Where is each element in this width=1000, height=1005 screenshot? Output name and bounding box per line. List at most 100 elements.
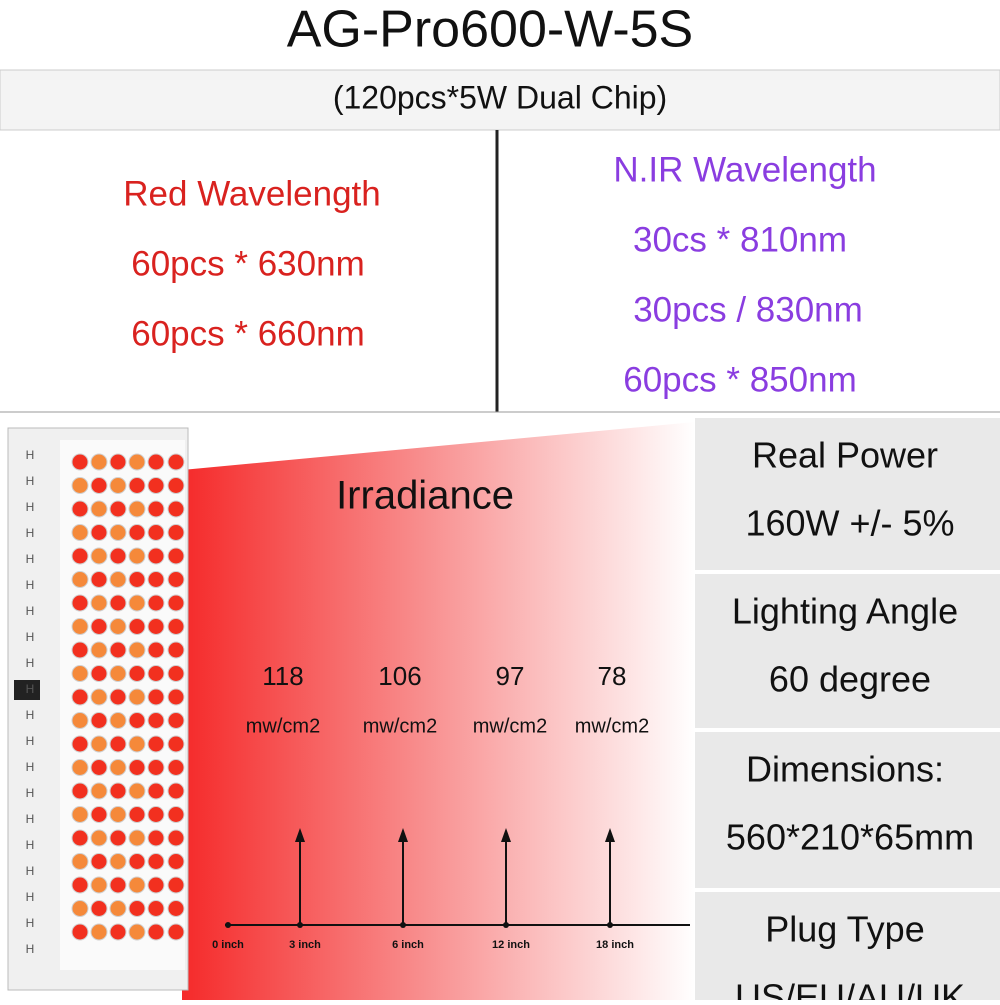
led xyxy=(128,594,146,612)
led xyxy=(90,712,108,729)
led xyxy=(147,571,165,588)
vent: H xyxy=(26,526,35,540)
led xyxy=(128,688,146,706)
led xyxy=(109,876,127,894)
spec-value: 60 degree xyxy=(769,659,931,700)
led xyxy=(167,712,185,729)
led xyxy=(90,477,108,494)
led xyxy=(71,665,89,682)
distance-label: 12 inch xyxy=(492,939,530,951)
led xyxy=(147,594,165,612)
led xyxy=(147,923,165,941)
led xyxy=(167,477,185,494)
led xyxy=(147,688,165,706)
led xyxy=(90,782,108,800)
spec-label: Real Power xyxy=(752,435,938,476)
led xyxy=(167,782,185,800)
reading-value: 106 xyxy=(378,661,421,691)
led xyxy=(71,712,89,729)
distance-label: 6 inch xyxy=(392,939,424,951)
reading-value: 78 xyxy=(598,661,627,691)
led xyxy=(71,876,89,894)
led xyxy=(109,453,127,471)
led xyxy=(128,900,146,917)
spec-label: Lighting Angle xyxy=(732,591,958,632)
led xyxy=(90,524,108,541)
led xyxy=(128,782,146,800)
subtitle: (120pcs*5W Dual Chip) xyxy=(333,79,667,115)
led xyxy=(128,923,146,941)
led xyxy=(147,829,165,847)
led xyxy=(128,665,146,682)
spec-label: Plug Type xyxy=(765,909,924,950)
led xyxy=(71,453,89,471)
led xyxy=(90,500,108,518)
vent: H xyxy=(26,708,35,722)
display xyxy=(14,680,40,700)
led xyxy=(147,641,165,659)
led xyxy=(128,853,146,870)
led xyxy=(71,735,89,753)
vent: H xyxy=(26,916,35,930)
led xyxy=(109,500,127,518)
led xyxy=(167,641,185,659)
led xyxy=(71,547,89,565)
light-beam xyxy=(182,422,695,1000)
led xyxy=(109,547,127,565)
reading-unit: mw/cm2 xyxy=(575,715,649,737)
led xyxy=(167,618,185,635)
red-line: 60pcs * 630nm xyxy=(131,244,364,283)
led xyxy=(167,900,185,917)
led xyxy=(109,900,127,917)
led xyxy=(109,782,127,800)
led xyxy=(167,829,185,847)
reading-unit: mw/cm2 xyxy=(246,715,320,737)
led xyxy=(167,876,185,894)
led xyxy=(71,618,89,635)
vent: H xyxy=(26,604,35,618)
led xyxy=(147,547,165,565)
arrow-head xyxy=(398,828,408,842)
vent: H xyxy=(26,552,35,566)
nir-line: 30cs * 810nm xyxy=(633,220,847,259)
led xyxy=(128,547,146,565)
led xyxy=(90,688,108,706)
led xyxy=(128,500,146,518)
led xyxy=(109,853,127,870)
spec-value: 560*210*65mm xyxy=(726,817,974,858)
vent: H xyxy=(26,786,35,800)
led xyxy=(90,547,108,565)
vent: H xyxy=(26,838,35,852)
subtitle-band xyxy=(0,69,1000,131)
led xyxy=(147,453,165,471)
tick-dot xyxy=(503,922,509,928)
led xyxy=(109,618,127,635)
vent: H xyxy=(26,630,35,644)
led xyxy=(71,571,89,588)
led xyxy=(167,524,185,541)
led xyxy=(71,594,89,612)
led xyxy=(128,806,146,823)
led xyxy=(147,853,165,870)
led xyxy=(128,453,146,471)
vent: H xyxy=(26,474,35,488)
led xyxy=(167,806,185,823)
led xyxy=(167,923,185,941)
led xyxy=(109,735,127,753)
origin-label: 0 inch xyxy=(212,939,244,951)
tick-dot xyxy=(400,922,406,928)
led xyxy=(71,829,89,847)
led xyxy=(128,641,146,659)
origin xyxy=(225,922,231,928)
led xyxy=(90,900,108,917)
red-line: 60pcs * 660nm xyxy=(131,314,364,353)
vent: H xyxy=(26,448,35,462)
led xyxy=(109,829,127,847)
led xyxy=(167,853,185,870)
led xyxy=(147,524,165,541)
led xyxy=(167,594,185,612)
vent: H xyxy=(26,942,35,956)
led xyxy=(147,782,165,800)
led xyxy=(128,759,146,776)
